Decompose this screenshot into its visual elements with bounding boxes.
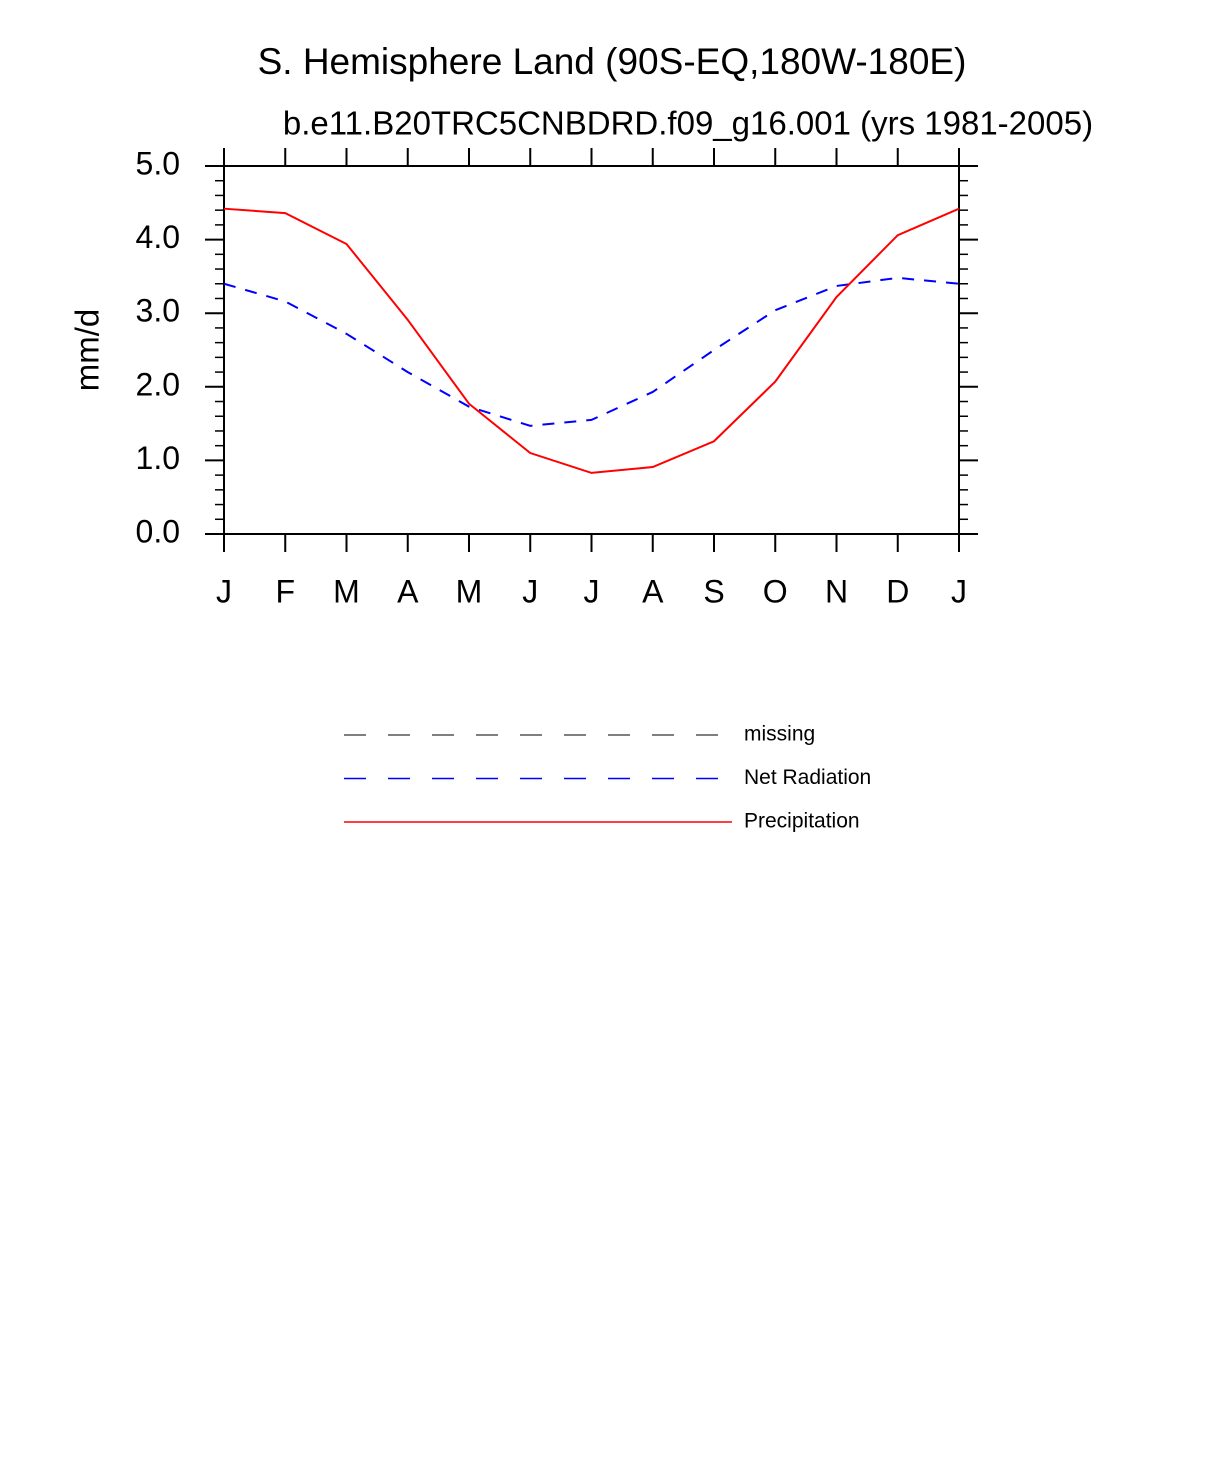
x-tick-label: J [522, 573, 538, 609]
x-tick-label: S [703, 573, 724, 609]
y-axis-label: mm/d [69, 309, 106, 392]
series-line [223, 207, 960, 474]
x-tick-label: J [216, 573, 232, 609]
plot-frame [223, 165, 960, 535]
chart-subtitle: b.e11.B20TRC5CNBDRD.f09_g16.001 (yrs 198… [283, 105, 1093, 142]
y-tick-label: 4.0 [136, 219, 180, 255]
y-tick-label: 5.0 [136, 145, 180, 181]
x-tick-label: A [397, 573, 419, 609]
legend-label: missing [744, 723, 815, 746]
legend-label: Precipitation [744, 810, 860, 833]
x-tick-label: O [763, 573, 788, 609]
x-tick-label: A [642, 573, 664, 609]
x-tick-label: M [333, 573, 360, 609]
legend-label: Net Radiation [744, 766, 871, 789]
x-tick-label: J [584, 573, 600, 609]
chart-title: S. Hemisphere Land (90S-EQ,180W-180E) [258, 41, 967, 82]
y-tick-label: 2.0 [136, 366, 180, 402]
x-tick-label: D [886, 573, 909, 609]
x-tick-label: J [951, 573, 967, 609]
x-tick-label: N [825, 573, 848, 609]
y-tick-label: 1.0 [136, 440, 180, 476]
y-tick-label: 0.0 [136, 513, 180, 549]
x-tick-label: F [275, 573, 295, 609]
series-line [223, 276, 960, 427]
x-tick-label: M [456, 573, 483, 609]
y-tick-label: 3.0 [136, 293, 180, 329]
